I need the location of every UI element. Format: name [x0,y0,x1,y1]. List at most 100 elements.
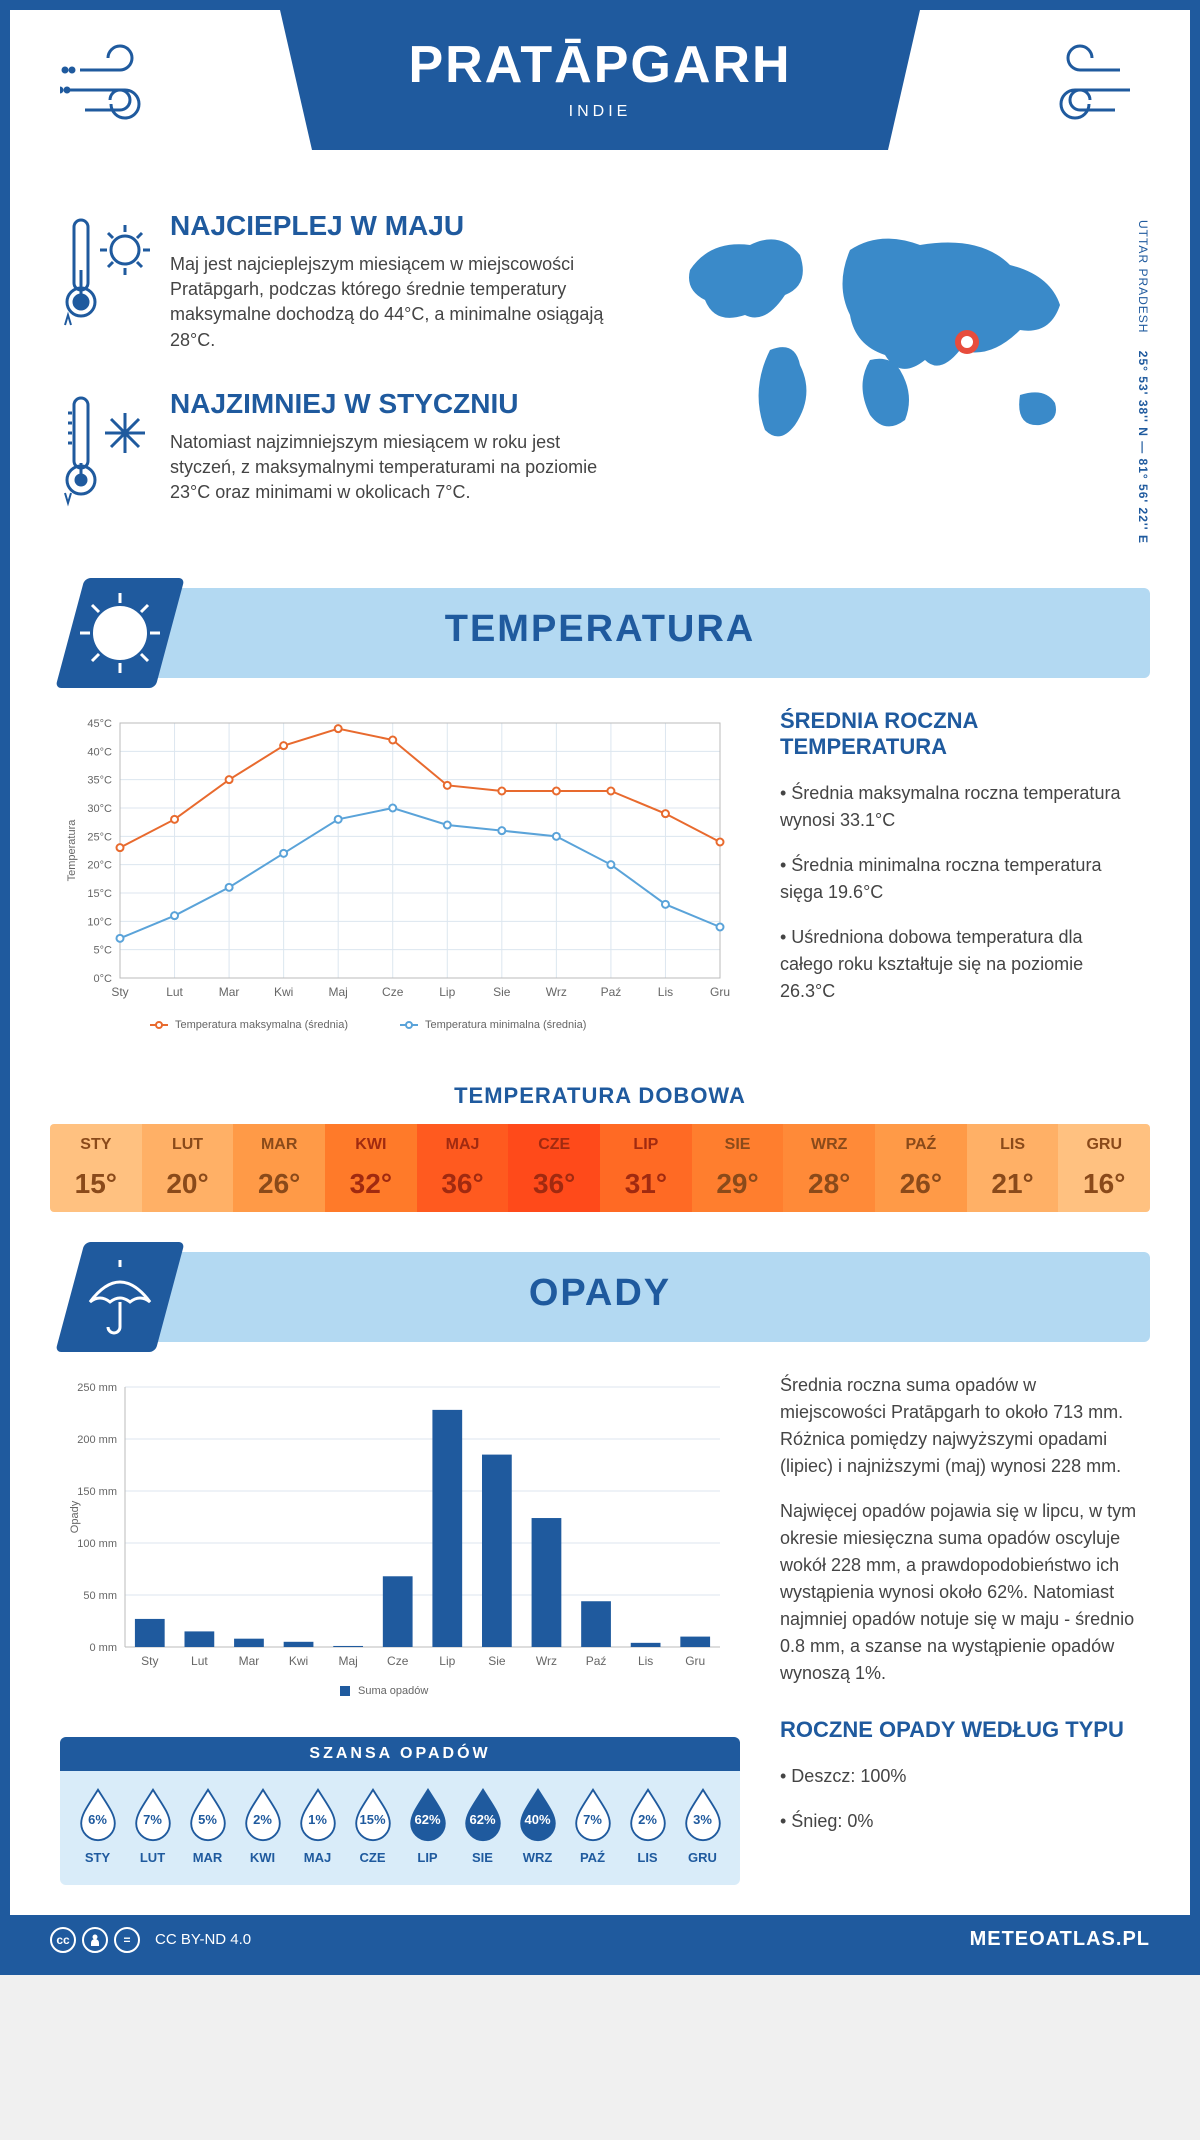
svg-text:20°C: 20°C [87,859,112,871]
chance-drop: 5% MAR [180,1786,235,1865]
city-title: PRATĀPGARH [280,35,920,95]
precip-chart-area: 0 mm50 mm100 mm150 mm200 mm250 mmOpadySt… [60,1372,740,1885]
svg-text:Paź: Paź [601,985,622,999]
svg-text:Kwi: Kwi [274,985,293,999]
svg-text:35°C: 35°C [87,774,112,786]
svg-text:Cze: Cze [382,985,404,999]
precip-para-1: Średnia roczna suma opadów w miejscowośc… [780,1372,1140,1480]
coldest-title: NAJZIMNIEJ W STYCZNIU [170,388,630,420]
svg-text:Temperatura minimalna (średnia: Temperatura minimalna (średnia) [425,1019,586,1031]
svg-text:Sty: Sty [141,1654,158,1668]
cc-icons: cc = [50,1927,140,1953]
svg-text:Suma opadów: Suma opadów [358,1685,428,1697]
precip-banner: OPADY [50,1252,1150,1342]
daily-temp-cell: WRZ28° [783,1124,875,1212]
svg-text:Sty: Sty [111,985,128,999]
world-map [660,210,1100,470]
svg-text:25°C: 25°C [87,831,112,843]
thermometer-snow-icon [60,388,170,513]
precip-title: OPADY [50,1272,1150,1315]
chance-drop: 62% LIP [400,1786,455,1865]
svg-text:Temperatura maksymalna (średni: Temperatura maksymalna (średnia) [175,1019,348,1031]
svg-text:Wrz: Wrz [536,1654,557,1668]
chance-drop: 2% LIS [620,1786,675,1865]
temperature-banner: TEMPERATURA [50,588,1150,678]
daily-temp-cell: GRU16° [1058,1124,1150,1212]
svg-text:150 mm: 150 mm [77,1486,117,1498]
svg-text:Mar: Mar [219,985,240,999]
svg-text:15°C: 15°C [87,888,112,900]
precip-type-bullet: • Deszcz: 100% [780,1763,1140,1790]
by-icon [82,1927,108,1953]
temperature-title: TEMPERATURA [50,608,1150,651]
region-label: UTTAR PRADESH [1136,220,1150,333]
chance-drop: 62% SIE [455,1786,510,1865]
svg-text:10°C: 10°C [87,916,112,928]
temperature-chart: 0°C5°C10°C15°C20°C25°C30°C35°C40°C45°CSt… [60,708,740,1053]
temperature-chart-row: 0°C5°C10°C15°C20°C25°C30°C35°C40°C45°CSt… [10,708,1190,1053]
coldest-text: Natomiast najzimniejszym miesiącem w rok… [170,430,630,506]
svg-text:5°C: 5°C [94,944,113,956]
svg-text:Cze: Cze [387,1654,409,1668]
svg-text:Lis: Lis [658,985,673,999]
nd-icon: = [114,1927,140,1953]
svg-text:50 mm: 50 mm [83,1590,117,1602]
svg-text:Lip: Lip [439,985,455,999]
chance-drop: 40% WRZ [510,1786,565,1865]
svg-text:Mar: Mar [239,1654,260,1668]
latlon-label: 25° 53' 38'' N — 81° 56' 22'' E [1136,351,1150,544]
precip-chart-row: 0 mm50 mm100 mm150 mm200 mm250 mmOpadySt… [10,1372,1190,1885]
coordinates: UTTAR PRADESH 25° 53' 38'' N — 81° 56' 2… [1136,220,1150,544]
svg-text:45°C: 45°C [87,718,112,730]
intro-right: UTTAR PRADESH 25° 53' 38'' N — 81° 56' 2… [660,210,1140,548]
temp-bullet: • Średnia minimalna roczna temperatura s… [780,852,1140,906]
svg-text:Sie: Sie [493,985,511,999]
daily-temp-cell: SIE29° [692,1124,784,1212]
precip-para-2: Najwięcej opadów pojawia się w lipcu, w … [780,1498,1140,1687]
svg-text:Paź: Paź [586,1654,607,1668]
page: PRATĀPGARH INDIE [0,0,1200,1975]
daily-temp-cell: LIP31° [600,1124,692,1212]
svg-text:Lis: Lis [638,1654,653,1668]
thermometer-sun-icon [60,210,170,353]
chance-drop: 15% CZE [345,1786,400,1865]
chance-drop: 6% STY [70,1786,125,1865]
country-subtitle: INDIE [280,103,920,121]
location-marker [955,330,979,354]
daily-temp-cell: STY15° [50,1124,142,1212]
svg-text:30°C: 30°C [87,803,112,815]
svg-text:Lip: Lip [439,1654,455,1668]
chance-drop: 1% MAJ [290,1786,345,1865]
svg-text:Maj: Maj [338,1654,357,1668]
daily-temp-cell: KWI32° [325,1124,417,1212]
title-banner: PRATĀPGARH INDIE [280,10,920,150]
svg-text:100 mm: 100 mm [77,1538,117,1550]
precip-chance-title: SZANSA OPADÓW [60,1737,740,1771]
intro-left: NAJCIEPLEJ W MAJU Maj jest najcieplejszy… [60,210,660,548]
precip-type-bullet: • Śnieg: 0% [780,1808,1140,1835]
chance-drop: 3% GRU [675,1786,730,1865]
svg-text:Gru: Gru [710,985,730,999]
chance-drop: 7% PAŹ [565,1786,620,1865]
daily-temp-cell: LIS21° [967,1124,1059,1212]
warmest-text: Maj jest najcieplejszym miesiącem w miej… [170,252,630,353]
daily-temp-cell: PAŹ26° [875,1124,967,1212]
temp-bullet: • Średnia maksymalna roczna temperatura … [780,780,1140,834]
daily-temp-cell: CZE36° [508,1124,600,1212]
chance-drop: 2% KWI [235,1786,290,1865]
daily-temp-title: TEMPERATURA DOBOWA [10,1083,1190,1109]
svg-text:Kwi: Kwi [289,1654,308,1668]
svg-text:Temperatura: Temperatura [66,818,78,881]
svg-text:0°C: 0°C [94,973,113,985]
svg-text:Maj: Maj [329,985,348,999]
svg-text:200 mm: 200 mm [77,1434,117,1446]
cc-icon: cc [50,1927,76,1953]
daily-temp-strip: STY15°LUT20°MAR26°KWI32°MAJ36°CZE36°LIP3… [50,1124,1150,1212]
annual-temp-title: ŚREDNIA ROCZNA TEMPERATURA [780,708,1140,760]
wind-icon-right [1010,40,1140,145]
coldest-block: NAJZIMNIEJ W STYCZNIU Natomiast najzimni… [60,388,630,513]
footer: cc = CC BY-ND 4.0 METEOATLAS.PL [10,1915,1190,1965]
temperature-summary: ŚREDNIA ROCZNA TEMPERATURA • Średnia mak… [740,708,1140,1053]
intro-section: NAJCIEPLEJ W MAJU Maj jest najcieplejszy… [10,190,1190,578]
daily-temp-cell: MAR26° [233,1124,325,1212]
